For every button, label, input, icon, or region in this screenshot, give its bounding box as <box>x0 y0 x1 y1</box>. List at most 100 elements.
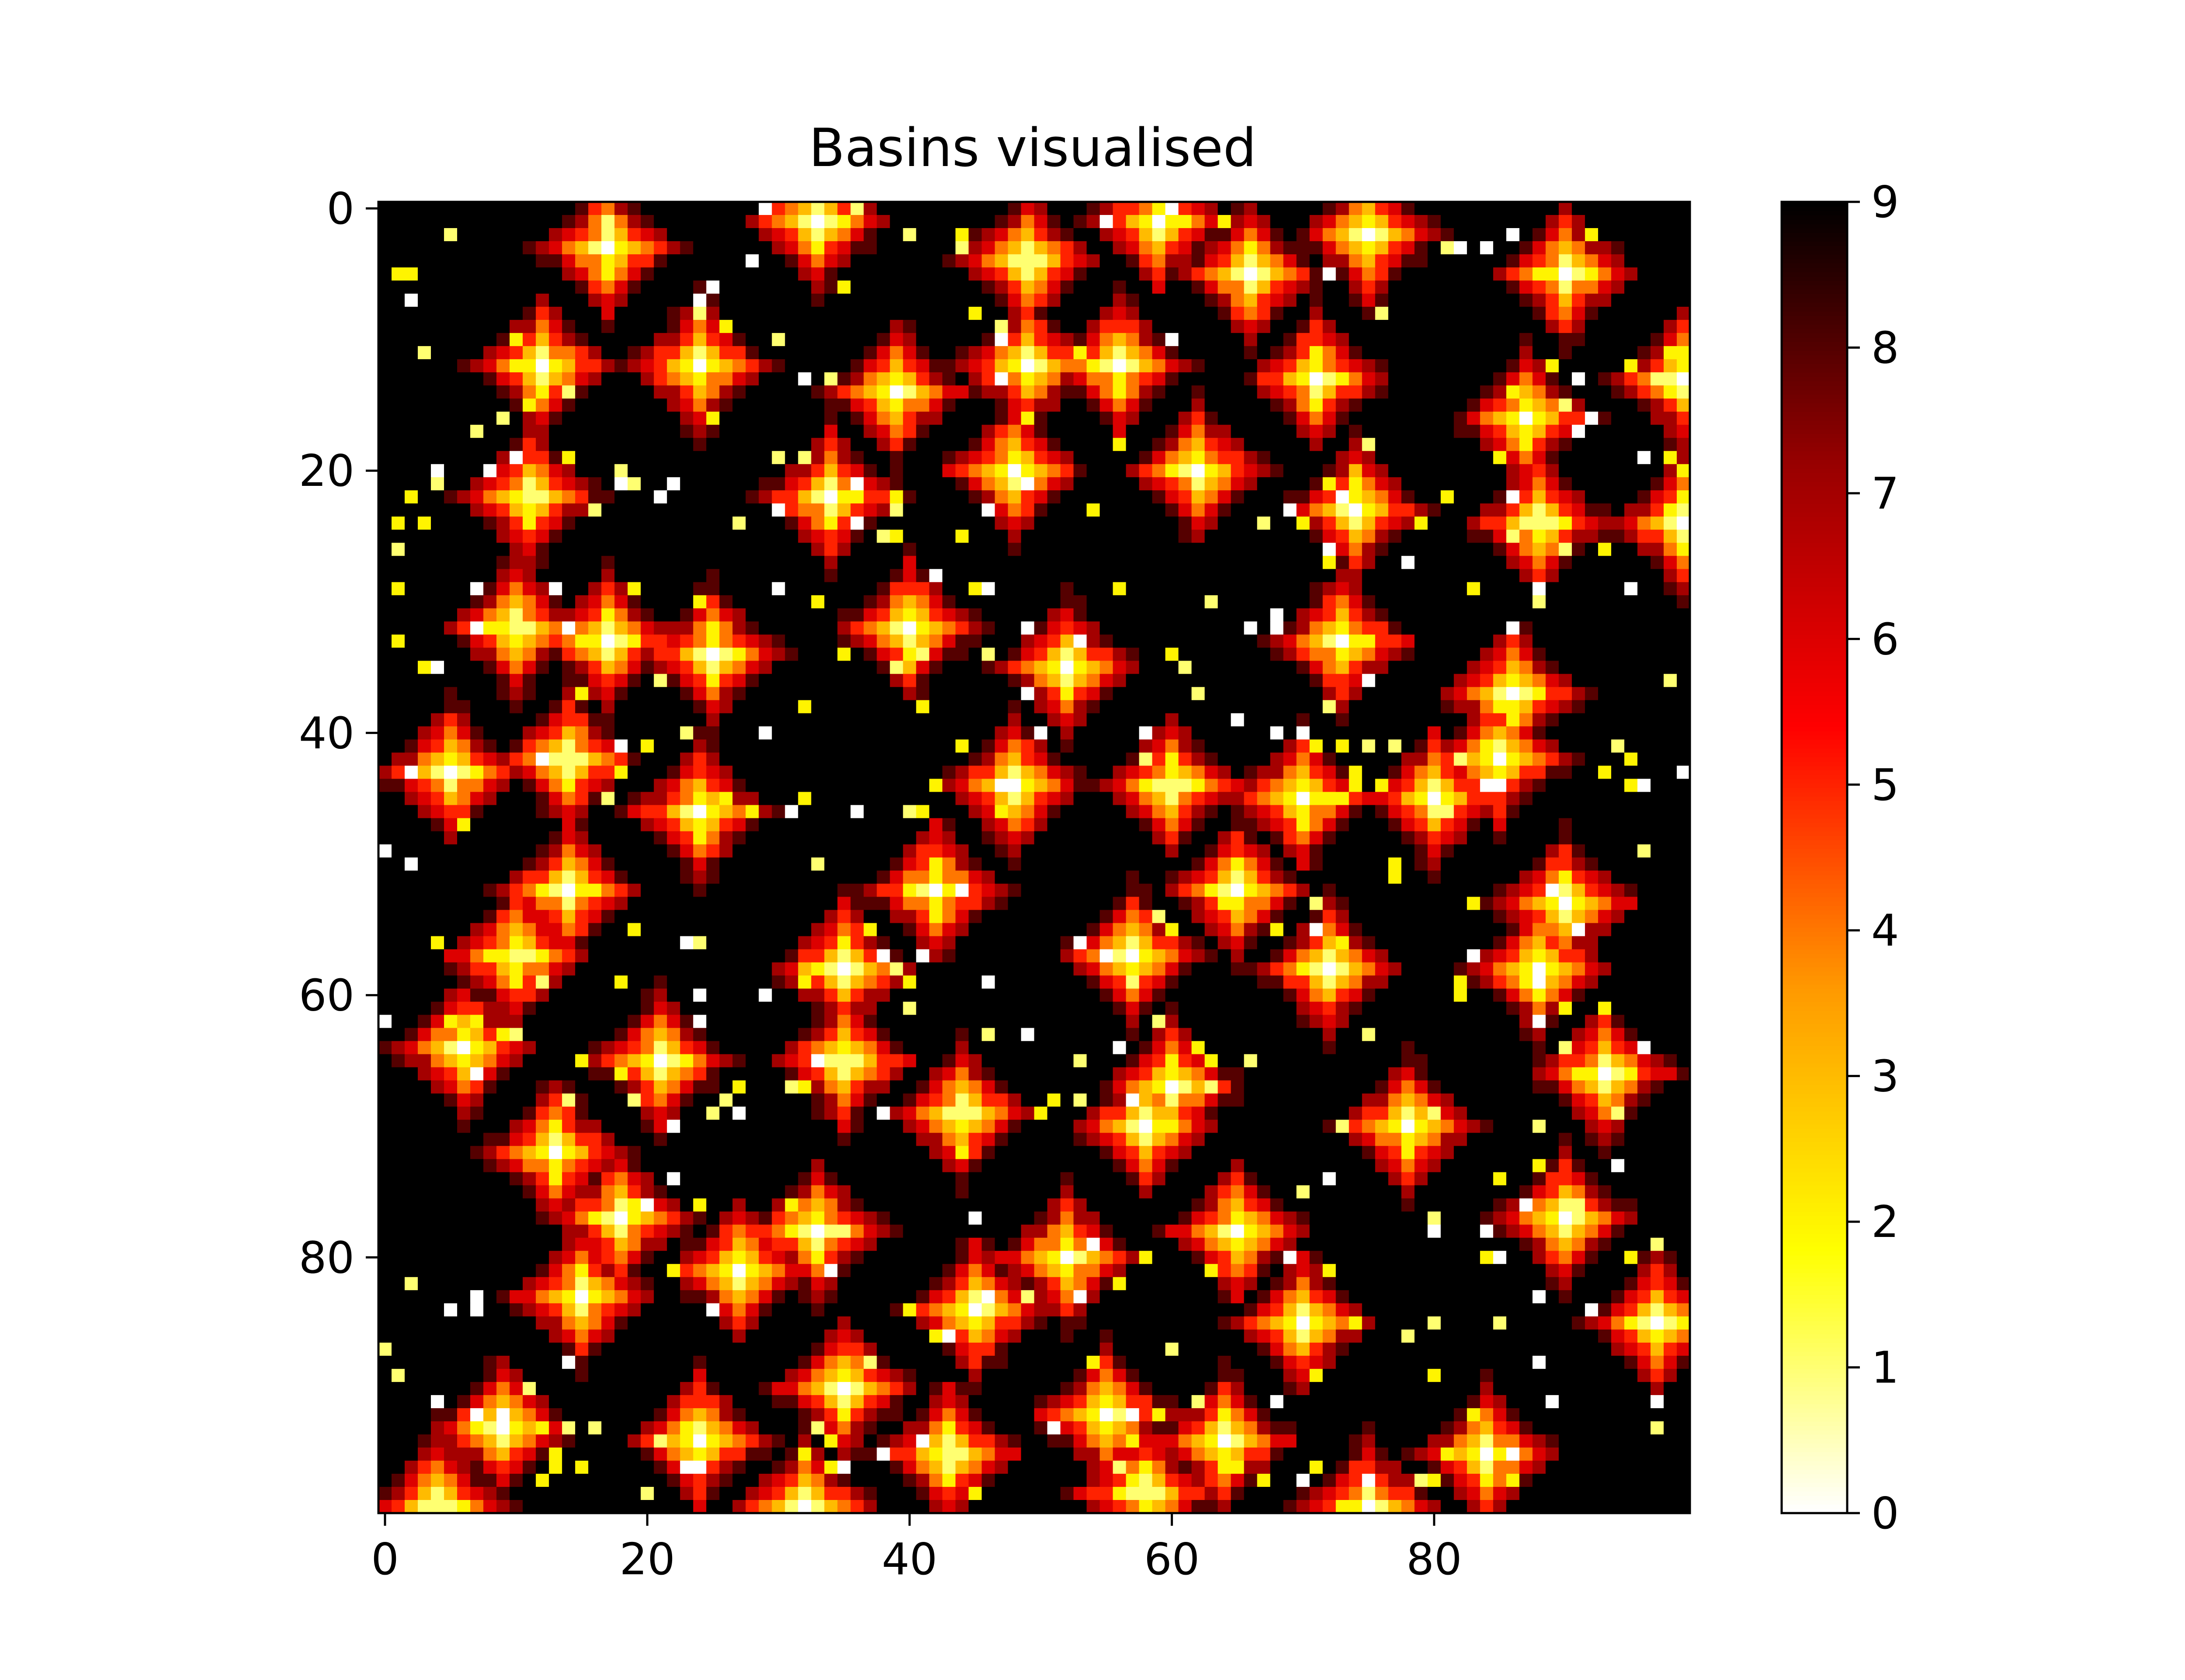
heatmap-cell <box>1152 516 1166 530</box>
heatmap-cell <box>1231 385 1245 399</box>
heatmap-cell <box>1558 320 1572 333</box>
heatmap-cell <box>929 320 943 333</box>
heatmap-cell <box>955 254 969 268</box>
heatmap-cell <box>392 792 405 806</box>
heatmap-cell <box>483 648 497 661</box>
heatmap-cell <box>1676 477 1690 491</box>
heatmap-cell <box>1165 241 1179 255</box>
heatmap-cell <box>536 372 549 386</box>
heatmap-cell <box>968 477 982 491</box>
heatmap-cell <box>378 267 392 281</box>
heatmap-cell <box>1480 739 1494 753</box>
heatmap-cell <box>1427 503 1441 517</box>
heatmap-cell <box>811 267 825 281</box>
heatmap-cell <box>732 543 746 556</box>
heatmap-cell <box>890 372 903 386</box>
heatmap-cell <box>746 254 759 268</box>
heatmap-cell <box>772 739 785 753</box>
heatmap-cell <box>1152 241 1166 255</box>
heatmap-cell <box>824 779 838 793</box>
heatmap-cell <box>1611 294 1625 307</box>
heatmap-cell <box>1257 228 1271 242</box>
heatmap-cell <box>824 241 838 255</box>
heatmap-cell <box>706 438 720 451</box>
heatmap-cell <box>706 307 720 320</box>
heatmap-cell <box>1257 425 1271 438</box>
heatmap-cell <box>523 608 536 622</box>
heatmap-cell <box>680 359 694 373</box>
heatmap-cell <box>942 779 956 793</box>
heatmap-cell <box>706 844 720 858</box>
heatmap-cell <box>982 333 995 346</box>
heatmap-cell <box>1519 333 1533 346</box>
heatmap-cell <box>536 648 549 661</box>
heatmap-cell <box>1650 307 1664 320</box>
heatmap-cell <box>1506 372 1520 386</box>
heatmap-cell <box>1663 477 1677 491</box>
heatmap-cell <box>1611 752 1625 766</box>
heatmap-cell <box>1453 582 1467 596</box>
heatmap-cell <box>1191 831 1205 845</box>
heatmap-cell <box>1086 713 1100 727</box>
heatmap-cell <box>1191 451 1205 464</box>
heatmap-cell <box>1519 752 1533 766</box>
heatmap-cell <box>916 530 930 543</box>
heatmap-cell <box>1349 792 1363 806</box>
heatmap-cell <box>1624 556 1638 569</box>
heatmap-cell <box>536 739 549 753</box>
heatmap-cell <box>1008 700 1022 714</box>
heatmap-cell <box>903 333 917 346</box>
heatmap-cell <box>1401 438 1415 451</box>
heatmap-cell <box>1178 412 1192 425</box>
heatmap-cell <box>850 215 864 229</box>
heatmap-cell <box>1204 608 1218 622</box>
heatmap-cell <box>995 372 1009 386</box>
heatmap-cell <box>706 739 720 753</box>
heatmap-cell <box>470 202 484 215</box>
heatmap-cell <box>1073 818 1087 832</box>
heatmap-cell <box>1571 700 1585 714</box>
heatmap-cell <box>562 805 576 819</box>
heatmap-cell <box>1480 267 1494 281</box>
heatmap-cell <box>1244 818 1258 832</box>
heatmap-cell <box>641 490 654 504</box>
heatmap-cell <box>418 569 431 582</box>
heatmap-cell <box>1178 516 1192 530</box>
heatmap-cell <box>785 346 798 360</box>
heatmap-cell <box>824 752 838 766</box>
heatmap-cell <box>1296 713 1310 727</box>
heatmap-cell <box>392 333 405 346</box>
heatmap-cell <box>562 398 576 412</box>
heatmap-cell <box>706 608 720 622</box>
heatmap-cell <box>1571 281 1585 294</box>
heatmap-cell <box>1322 254 1336 268</box>
heatmap-cell <box>1676 372 1690 386</box>
heatmap-cell <box>641 267 654 281</box>
heatmap-cell <box>496 779 510 793</box>
heatmap-cell <box>1231 569 1245 582</box>
heatmap-cell <box>1322 674 1336 687</box>
heatmap-cell <box>1467 228 1481 242</box>
heatmap-cell <box>798 267 812 281</box>
heatmap-cell <box>837 398 851 412</box>
heatmap-cell <box>418 608 431 622</box>
heatmap-cell <box>470 346 484 360</box>
heatmap-cell <box>1217 254 1231 268</box>
heatmap-cell <box>1663 687 1677 700</box>
heatmap-cell <box>837 267 851 281</box>
heatmap-cell <box>759 674 772 687</box>
heatmap-cell <box>824 490 838 504</box>
heatmap-cell <box>968 294 982 307</box>
heatmap-cell <box>1467 792 1481 806</box>
heatmap-cell <box>864 294 877 307</box>
heatmap-cell <box>929 385 943 399</box>
heatmap-cell <box>916 569 930 582</box>
heatmap-cell <box>719 372 733 386</box>
heatmap-cell <box>1073 608 1087 622</box>
heatmap-cell <box>1585 438 1599 451</box>
heatmap-cell <box>496 608 510 622</box>
heatmap-cell <box>850 425 864 438</box>
heatmap-cell <box>1034 713 1048 727</box>
heatmap-cell <box>706 254 720 268</box>
heatmap-cell <box>641 543 654 556</box>
